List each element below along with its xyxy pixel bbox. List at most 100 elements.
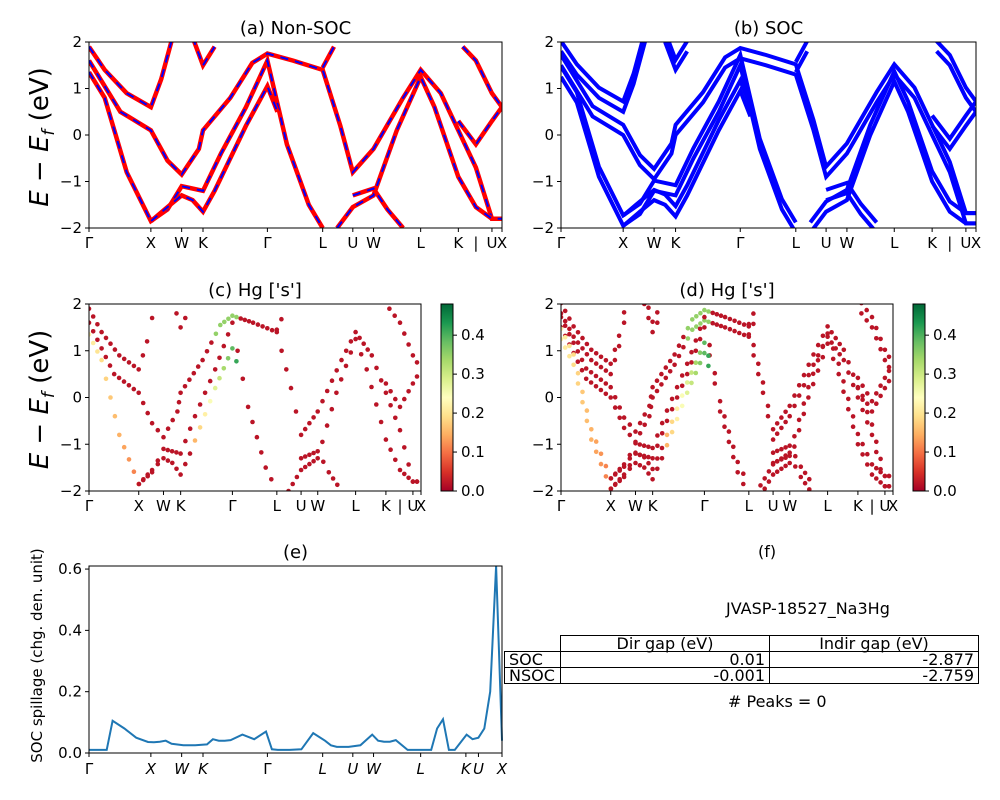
band-point (774, 431, 780, 437)
band-point (212, 385, 218, 391)
band-point (324, 423, 330, 428)
band-point (815, 358, 821, 363)
band-point (722, 414, 727, 419)
band-line-down (89, 57, 324, 228)
band-point (837, 352, 842, 357)
band-point (731, 444, 736, 450)
band-line-soc (794, 50, 809, 74)
x-tick-label: | (870, 497, 875, 515)
band-point (642, 304, 647, 307)
band-point (621, 320, 627, 326)
band-point (562, 323, 568, 329)
band-line-down (89, 52, 502, 220)
band-line-soc (930, 100, 976, 143)
band-point (414, 479, 420, 484)
band-point (801, 401, 807, 406)
band-point (779, 415, 784, 420)
band-point (402, 445, 407, 450)
band-point (225, 332, 231, 337)
band-point (796, 417, 802, 423)
band-point (89, 320, 92, 325)
band-point (714, 322, 720, 327)
x-tick-label: U (486, 234, 497, 252)
band-point (669, 419, 675, 425)
band-point (664, 418, 670, 424)
band-line-down (150, 83, 279, 222)
band-point (650, 384, 655, 390)
x-tick-label: X (145, 760, 157, 778)
y-tick-label: 0.2 (58, 683, 82, 701)
band-line-up (191, 42, 217, 71)
x-tick-label: W (174, 234, 189, 252)
band-line-soc (935, 49, 976, 113)
band-point (874, 449, 879, 455)
band-point (414, 374, 420, 379)
band-point (681, 334, 686, 340)
band-point (178, 390, 183, 396)
band-point (865, 409, 870, 415)
plot-area (89, 42, 502, 228)
peaks-count: # Peaks = 0 (728, 692, 827, 711)
band-point (170, 297, 175, 302)
band-point (265, 326, 270, 331)
band-point (315, 409, 321, 414)
band-point (718, 323, 724, 329)
band-point (222, 319, 227, 325)
band-point (562, 308, 568, 314)
band-point (178, 472, 183, 477)
band-point (149, 420, 155, 426)
band-point (598, 377, 604, 383)
table-row: Dir gap (eV) Indir gap (eV) (505, 635, 979, 652)
band-point (758, 483, 763, 488)
band-point (393, 457, 398, 463)
y-tick-label: 0.4 (58, 621, 82, 639)
band-point (702, 350, 707, 356)
band-point (234, 359, 239, 364)
band-point (593, 384, 599, 389)
band-point (213, 331, 219, 337)
band-point (383, 437, 389, 442)
y-axis-label: SOC spillage (chg. den. unit) (28, 548, 46, 763)
band-point (174, 466, 179, 472)
band-point (335, 482, 340, 488)
band-point (397, 467, 403, 473)
band-point (140, 400, 146, 406)
y-axis-label: E − Ef (eV) (25, 67, 59, 207)
plot-area (89, 304, 421, 491)
band-point (841, 379, 846, 384)
band-point (681, 344, 686, 350)
band-point (878, 346, 883, 352)
x-tick-label: Γ (736, 234, 745, 252)
band-point (664, 432, 670, 438)
band-point (254, 434, 260, 440)
band-point (732, 328, 737, 334)
band-point (846, 396, 851, 402)
band-point (865, 420, 870, 425)
band-point (694, 324, 699, 329)
band-point (145, 410, 150, 416)
band-point (357, 335, 362, 341)
band-point (836, 361, 841, 367)
band-point (286, 488, 291, 491)
band-point (126, 383, 132, 388)
band-point (869, 462, 875, 467)
band-point (612, 347, 618, 353)
band-point (869, 422, 875, 427)
band-point (378, 378, 384, 383)
band-line-down (461, 46, 502, 108)
band-point (621, 462, 627, 467)
band-point (141, 477, 146, 482)
band-point (279, 348, 284, 354)
band-point (117, 353, 122, 358)
band-point (410, 353, 416, 358)
x-tick-label: W (366, 234, 381, 252)
band-point (865, 391, 870, 396)
band-point (246, 319, 252, 324)
band-point (608, 476, 614, 481)
x-tick-label: K (381, 497, 392, 515)
band-point (659, 431, 665, 436)
band-point (320, 398, 325, 404)
band-point (617, 477, 622, 482)
y-tick-label: 0 (544, 389, 554, 407)
band-point (621, 310, 627, 315)
